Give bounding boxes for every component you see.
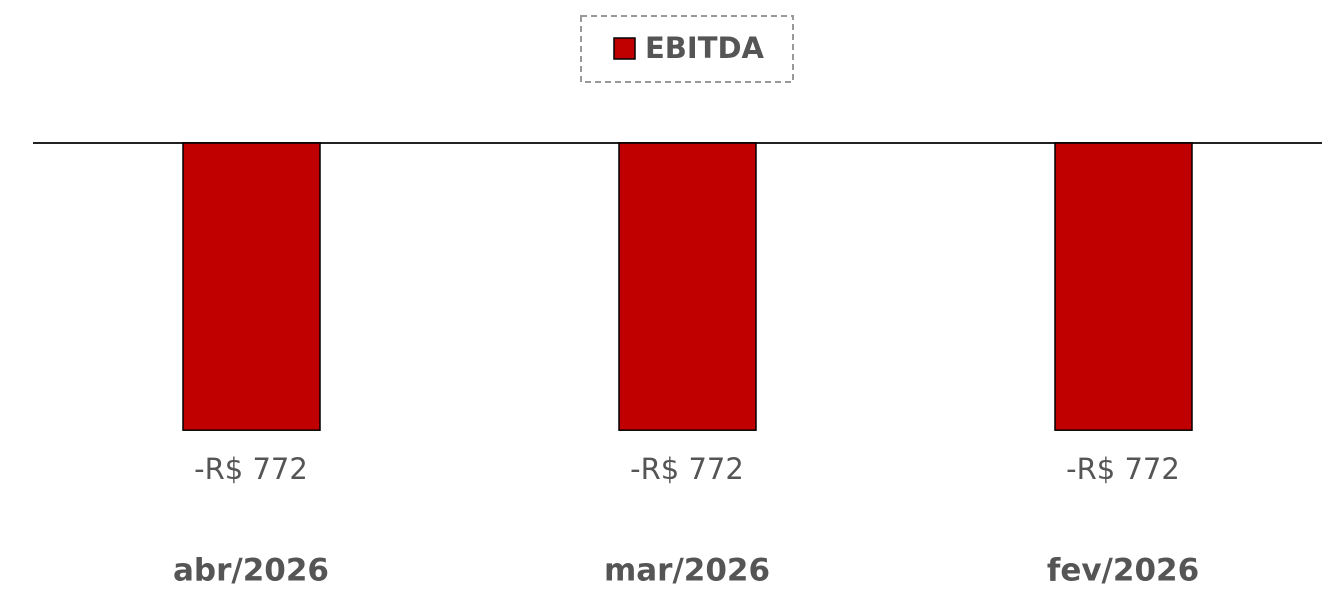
bar — [182, 142, 321, 431]
value-label: -R$ 772 — [194, 452, 308, 486]
value-label: -R$ 772 — [630, 452, 744, 486]
legend-swatch — [613, 37, 636, 60]
value-label: -R$ 772 — [1066, 452, 1180, 486]
bar — [618, 142, 757, 431]
x-tick-label: fev/2026 — [1047, 553, 1199, 589]
legend-box — [580, 15, 794, 83]
bar — [1054, 142, 1193, 431]
legend-label: EBITDA — [645, 31, 765, 65]
x-tick-label: abr/2026 — [173, 553, 329, 589]
x-tick-label: mar/2026 — [604, 553, 770, 589]
